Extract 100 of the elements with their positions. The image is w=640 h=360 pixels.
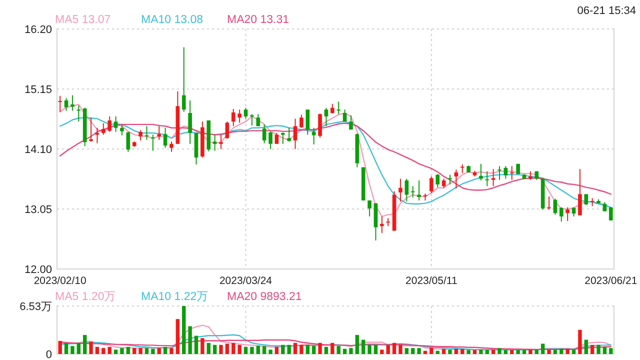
text: MA20 9893.21: [227, 291, 302, 303]
candlestick: [108, 116, 112, 132]
bar: [590, 344, 594, 354]
bar: [274, 346, 279, 354]
bar: [336, 346, 340, 354]
bar: [250, 346, 254, 354]
candlestick: [578, 168, 582, 216]
bar: [188, 326, 192, 354]
bar: [411, 348, 415, 354]
x-tick-label: 2023/03/24: [219, 275, 272, 287]
bar: [219, 344, 223, 354]
bar: [448, 350, 452, 354]
bar: [386, 344, 390, 354]
bar: [609, 348, 613, 354]
candlestick: [126, 131, 130, 152]
bar: [318, 342, 322, 354]
bar: [244, 346, 248, 354]
bar: [566, 348, 570, 354]
candlestick: [219, 134, 223, 150]
candlestick: [498, 166, 502, 180]
candlestick: [398, 178, 402, 202]
bar: [287, 344, 291, 354]
y-tick-label: 15.15: [24, 84, 52, 96]
bar: [491, 350, 496, 354]
candlestick: [238, 109, 242, 124]
bar: [182, 306, 186, 354]
candlestick: [212, 134, 217, 152]
bar: [368, 344, 372, 354]
candlestick: [89, 117, 93, 142]
bar: [485, 350, 489, 354]
bar: [262, 346, 266, 354]
bar: [355, 334, 360, 354]
text: MA10 13.08: [141, 14, 204, 26]
bar: [293, 342, 298, 354]
candlestick: [504, 166, 508, 180]
bar: [342, 348, 347, 354]
bar: [404, 348, 409, 354]
candlestick: [608, 206, 613, 221]
bar: [126, 346, 130, 354]
candlestick: [312, 127, 316, 145]
bar: [120, 348, 124, 354]
bar: [144, 348, 149, 354]
candlestick: [336, 101, 341, 115]
candlestick: [138, 130, 142, 141]
bar: [572, 350, 576, 354]
bar: [398, 344, 402, 354]
text: 06-21 15:34: [577, 5, 636, 17]
candlestick: [324, 107, 328, 127]
text: MA5 1.20万: [55, 290, 116, 303]
text: MA5 13.07: [55, 14, 111, 26]
candlestick: [231, 108, 236, 127]
candlestick: [280, 132, 285, 144]
bar: [102, 348, 106, 354]
bar: [430, 348, 434, 354]
bar: [534, 350, 538, 354]
candlestick: [368, 200, 372, 217]
bar: [560, 348, 564, 354]
y-tick-label: 6.53万: [20, 301, 52, 313]
bar: [584, 340, 588, 354]
bar: [504, 350, 508, 354]
bar: [324, 346, 328, 354]
candlestick: [448, 174, 452, 185]
candlestick: [70, 94, 74, 112]
candlestick: [244, 107, 248, 120]
candlestick: [120, 124, 124, 136]
text: MA20 13.31: [227, 14, 290, 26]
candlestick: [485, 170, 490, 187]
x-tick-label: 2023/05/11: [406, 275, 458, 287]
bar: [547, 350, 551, 354]
candlestick: [262, 124, 266, 144]
candlestick: [287, 127, 291, 142]
candlestick: [380, 216, 384, 234]
bar: [170, 348, 174, 354]
bar: [392, 342, 396, 354]
bar: [132, 348, 136, 354]
bar: [58, 340, 62, 354]
bar: [232, 342, 236, 354]
candlestick: [584, 194, 588, 206]
candlestick: [151, 134, 155, 152]
bar: [256, 346, 260, 354]
bar: [522, 350, 526, 354]
bar: [454, 348, 458, 354]
candlestick: [318, 113, 322, 138]
candlestick: [102, 122, 106, 136]
candlestick: [602, 202, 607, 212]
bar: [510, 350, 514, 354]
candlestick: [268, 131, 272, 150]
candlestick: [410, 186, 415, 198]
bar: [330, 342, 334, 354]
bar: [64, 342, 68, 354]
bar: [417, 348, 421, 354]
bar: [380, 350, 384, 354]
bar: [70, 346, 74, 354]
candlestick: [510, 166, 514, 180]
candlestick: [300, 114, 304, 128]
bar: [479, 350, 483, 354]
candlestick: [330, 103, 334, 114]
bar: [206, 342, 210, 354]
bar: [225, 344, 230, 354]
bar: [281, 344, 285, 354]
